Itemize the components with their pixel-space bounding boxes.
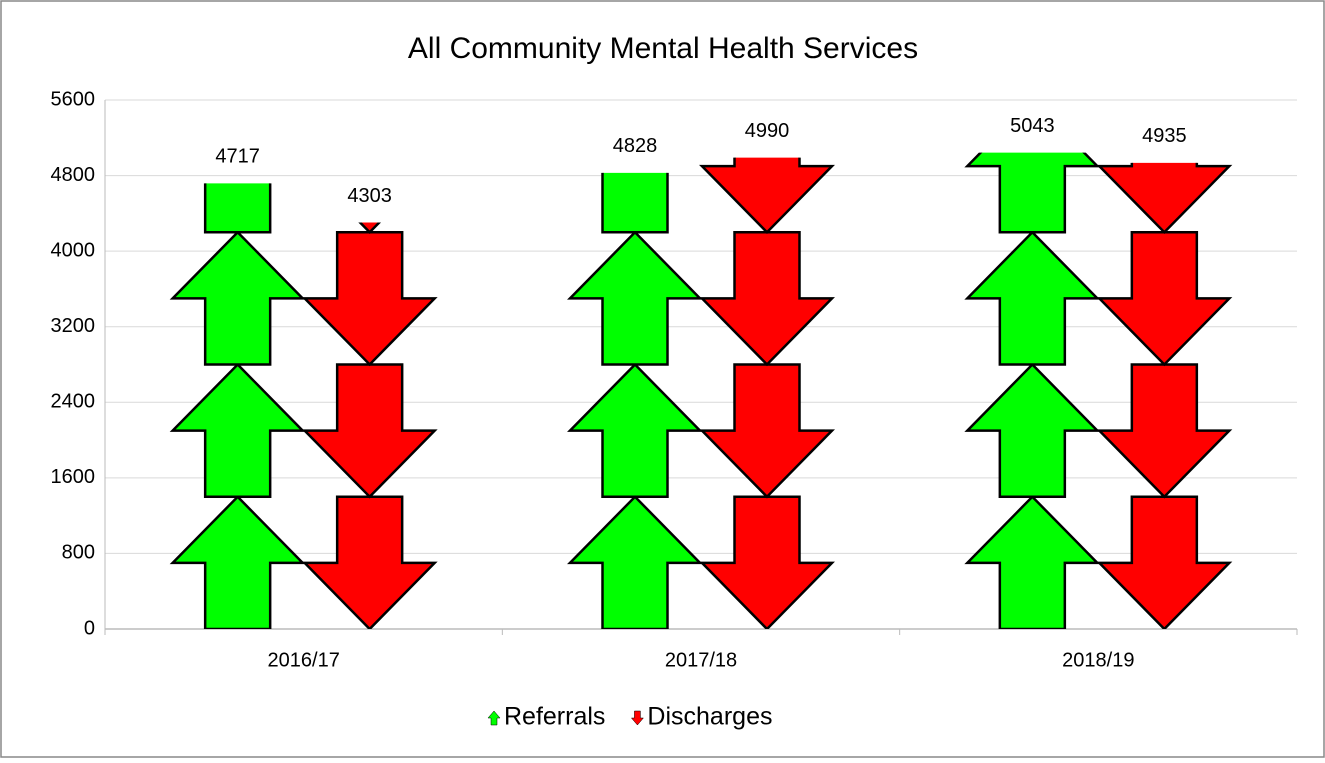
arrow-icon [699, 363, 835, 499]
arrow-icon [964, 152, 1101, 234]
bar [1096, 162, 1233, 629]
bar [301, 222, 438, 629]
y-tick-label: 0 [84, 617, 95, 639]
y-tick-label: 3200 [51, 315, 96, 337]
bar [567, 172, 703, 629]
arrow-icon [699, 231, 835, 367]
arrow-icon [1096, 363, 1233, 499]
value-label: 4990 [745, 120, 790, 142]
arrow-icon [169, 362, 306, 498]
x-tick-label: 2016/17 [268, 649, 340, 671]
arrow-icon [169, 230, 306, 366]
y-tick-label: 5600 [51, 88, 96, 110]
arrow-icon [1096, 162, 1233, 235]
arrow-icon [567, 230, 703, 366]
bar [699, 157, 835, 630]
arrow-icon [601, 172, 669, 234]
arrow-icon [964, 230, 1101, 366]
bar [169, 183, 306, 629]
arrow-icon [567, 362, 703, 498]
x-tick-label: 2018/19 [1062, 649, 1134, 671]
y-tick-label: 4000 [51, 239, 96, 261]
legend-icon [630, 710, 644, 726]
arrow-icon [1096, 495, 1233, 629]
arrow-icon [301, 363, 438, 499]
arrow-icon [699, 495, 835, 630]
legend-label: Referrals [504, 703, 605, 731]
bar [964, 152, 1101, 629]
arrow-icon [301, 231, 438, 367]
arrow-icon [964, 494, 1101, 629]
arrow-icon [699, 157, 835, 235]
arrow-icon [358, 222, 381, 235]
arrow-icon [1096, 231, 1233, 367]
arrow-icon [169, 494, 306, 629]
y-tick-label: 800 [62, 542, 95, 564]
x-tick-label: 2017/18 [665, 649, 737, 671]
chart-title: All Community Mental Health Services [408, 32, 918, 65]
y-tick-label: 2400 [51, 391, 96, 413]
value-label: 4717 [215, 146, 260, 168]
arrow-icon [567, 494, 703, 629]
value-label: 4935 [1142, 125, 1187, 147]
y-tick-label: 1600 [51, 466, 96, 488]
arrow-icon [203, 183, 272, 234]
arrow-icon [964, 362, 1101, 498]
legend-label: Discharges [647, 703, 772, 731]
y-tick-label: 4800 [51, 164, 96, 186]
value-label: 4303 [347, 185, 392, 207]
value-label: 4828 [613, 135, 658, 157]
legend-icon [487, 710, 501, 726]
value-label: 5043 [1010, 115, 1055, 137]
arrow-icon [301, 495, 438, 629]
